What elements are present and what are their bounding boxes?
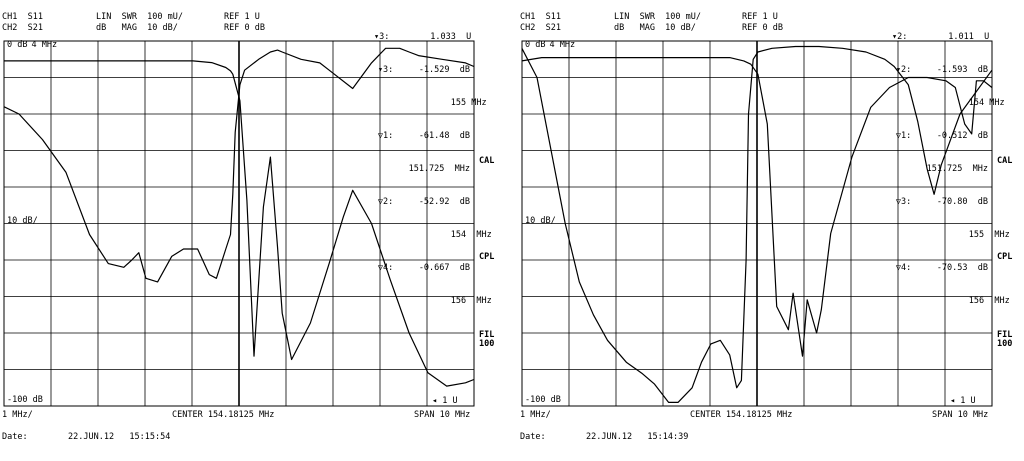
x-scale-label: 1 MHz/ xyxy=(2,410,33,420)
x-scale-label: 1 MHz/ xyxy=(520,410,551,420)
ch1-label: CH1 S11 xyxy=(520,12,561,22)
date-label: Date: xyxy=(2,432,28,442)
marker-line: ▽2: -52.92 dB xyxy=(377,197,470,207)
softkey-fil[interactable]: FIL xyxy=(997,330,1013,340)
softkey-cal[interactable]: CAL xyxy=(479,156,495,166)
ch2-label: CH2 S21 xyxy=(520,23,561,33)
s21-trace xyxy=(521,45,993,403)
marker-line: ▽4: -70.53 dB xyxy=(895,263,988,273)
marker-readout: ▾2: 1.011 U ▾2: -1.593 dB 154 MHz ▽1: -0… xyxy=(892,10,1010,329)
analyzer-screen-right: CH1 S11 CH2 S21 LIN SWR 100 mU/ dB MAG 1… xyxy=(512,0,1024,461)
softkey-100[interactable]: 100 xyxy=(997,339,1013,349)
ref-label-bottom: -100 dB xyxy=(525,395,561,405)
analyzer-screen-left: CH1 S11 CH2 S21 LIN SWR 100 mU/ dB MAG 1… xyxy=(2,12,495,442)
s11-trace xyxy=(521,56,993,357)
ch1-format: LIN SWR 100 mU/ xyxy=(96,12,183,22)
ch2-format: dB MAG 10 dB/ xyxy=(614,23,696,33)
softkey-cal[interactable]: CAL xyxy=(997,156,1013,166)
softkey-cpl[interactable]: CPL xyxy=(997,252,1013,262)
ref-label-bottom: -100 dB xyxy=(7,395,43,405)
marker-line: ▾2: -1.593 dB xyxy=(895,65,988,75)
marker-line: 151.725 MHz xyxy=(377,164,470,174)
span-label: SPAN 10 MHz xyxy=(932,410,989,420)
ch1-reference: REF 1 U xyxy=(742,12,778,22)
s11-trace xyxy=(3,60,475,387)
graticule xyxy=(521,40,993,407)
marker-line: ▾3: 1.033 U xyxy=(374,32,472,42)
center-frequency: CENTER 154.18125 MHz xyxy=(172,410,275,420)
ch1-label: CH1 S11 xyxy=(2,12,43,22)
span-label: SPAN 10 MHz xyxy=(414,410,471,420)
ref-label-top: 0 dB 4 MHz xyxy=(525,40,576,50)
ch1-format: LIN SWR 100 mU/ xyxy=(614,12,701,22)
ch2-format: dB MAG 10 dB/ xyxy=(96,23,178,33)
ch2-label: CH2 S21 xyxy=(2,23,43,33)
trace-plot xyxy=(521,40,993,407)
softkey-fil[interactable]: FIL xyxy=(479,330,495,340)
graticule xyxy=(3,40,475,407)
marker-line: ▽1: -61.48 dB xyxy=(377,131,470,141)
marker-line: ▾3: -1.529 dB xyxy=(377,65,470,75)
date-value: 22.JUN.12 15:15:54 xyxy=(68,432,171,442)
date-value: 22.JUN.12 15:14:39 xyxy=(586,432,689,442)
s21-trace xyxy=(3,47,475,283)
ch2-reference: REF 0 dB xyxy=(742,23,783,33)
ref-label-top: 0 dB 4 MHz xyxy=(7,40,58,50)
trace-plot xyxy=(3,40,475,407)
center-frequency: CENTER 154.18125 MHz xyxy=(690,410,793,420)
ch1-reference: REF 1 U xyxy=(224,12,260,22)
softkey-100[interactable]: 100 xyxy=(479,339,495,349)
marker-line: ▽3: -70.80 dB xyxy=(895,197,988,207)
scale-indicator: ◂ 1 U xyxy=(950,396,976,406)
marker-line: 151.725 MHz xyxy=(895,164,988,174)
ref-label-mid: 10 dB/ xyxy=(525,216,556,226)
ref-label-mid: 10 dB/ xyxy=(7,216,38,226)
marker-line: ▾2: 1.011 U xyxy=(892,32,990,42)
marker-line: ▽4: -0.667 dB xyxy=(377,263,470,273)
ch2-reference: REF 0 dB xyxy=(224,23,265,33)
softkey-cpl[interactable]: CPL xyxy=(479,252,495,262)
scale-indicator: ◂ 1 U xyxy=(432,396,458,406)
date-label: Date: xyxy=(520,432,546,442)
